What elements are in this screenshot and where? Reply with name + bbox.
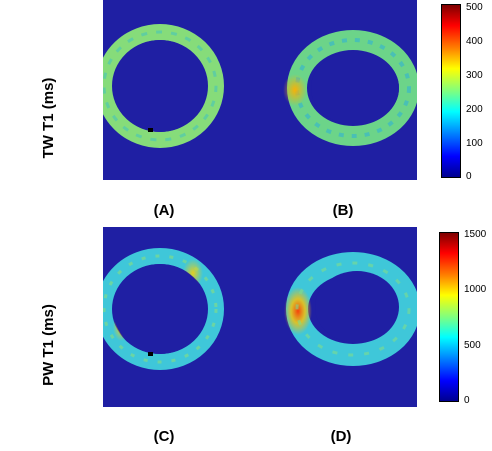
tw-tick-500: 500 — [466, 2, 483, 13]
panel-label-b: (B) — [332, 202, 354, 219]
ring-panel-a — [103, 24, 224, 148]
pw-tick-1000: 1000 — [464, 284, 487, 295]
pw-tick-0: 0 — [464, 395, 470, 406]
pw-map-image — [103, 227, 417, 407]
tw-tick-100: 100 — [466, 138, 483, 149]
pw-colorbar — [439, 232, 459, 402]
panel-label-a: (A) — [153, 202, 175, 219]
tw-tick-0: 0 — [466, 171, 472, 182]
tw-tick-200: 200 — [466, 104, 483, 115]
panel-label-c: (C) — [153, 428, 175, 445]
tw-colorbar — [441, 4, 461, 178]
tw-row-label: TW T1 (ms) — [40, 77, 57, 159]
tw-map-image — [103, 0, 417, 180]
ring-panel-b — [283, 30, 417, 146]
ring-panel-d — [284, 252, 417, 366]
tw-tick-300: 300 — [466, 70, 483, 81]
ring-panel-c — [103, 248, 224, 370]
pw-tick-500: 500 — [464, 340, 481, 351]
tw-tick-400: 400 — [466, 36, 483, 47]
pw-tick-1500: 1500 — [464, 229, 487, 240]
panel-label-d: (D) — [330, 428, 352, 445]
pw-row-label: PW T1 (ms) — [40, 304, 57, 386]
